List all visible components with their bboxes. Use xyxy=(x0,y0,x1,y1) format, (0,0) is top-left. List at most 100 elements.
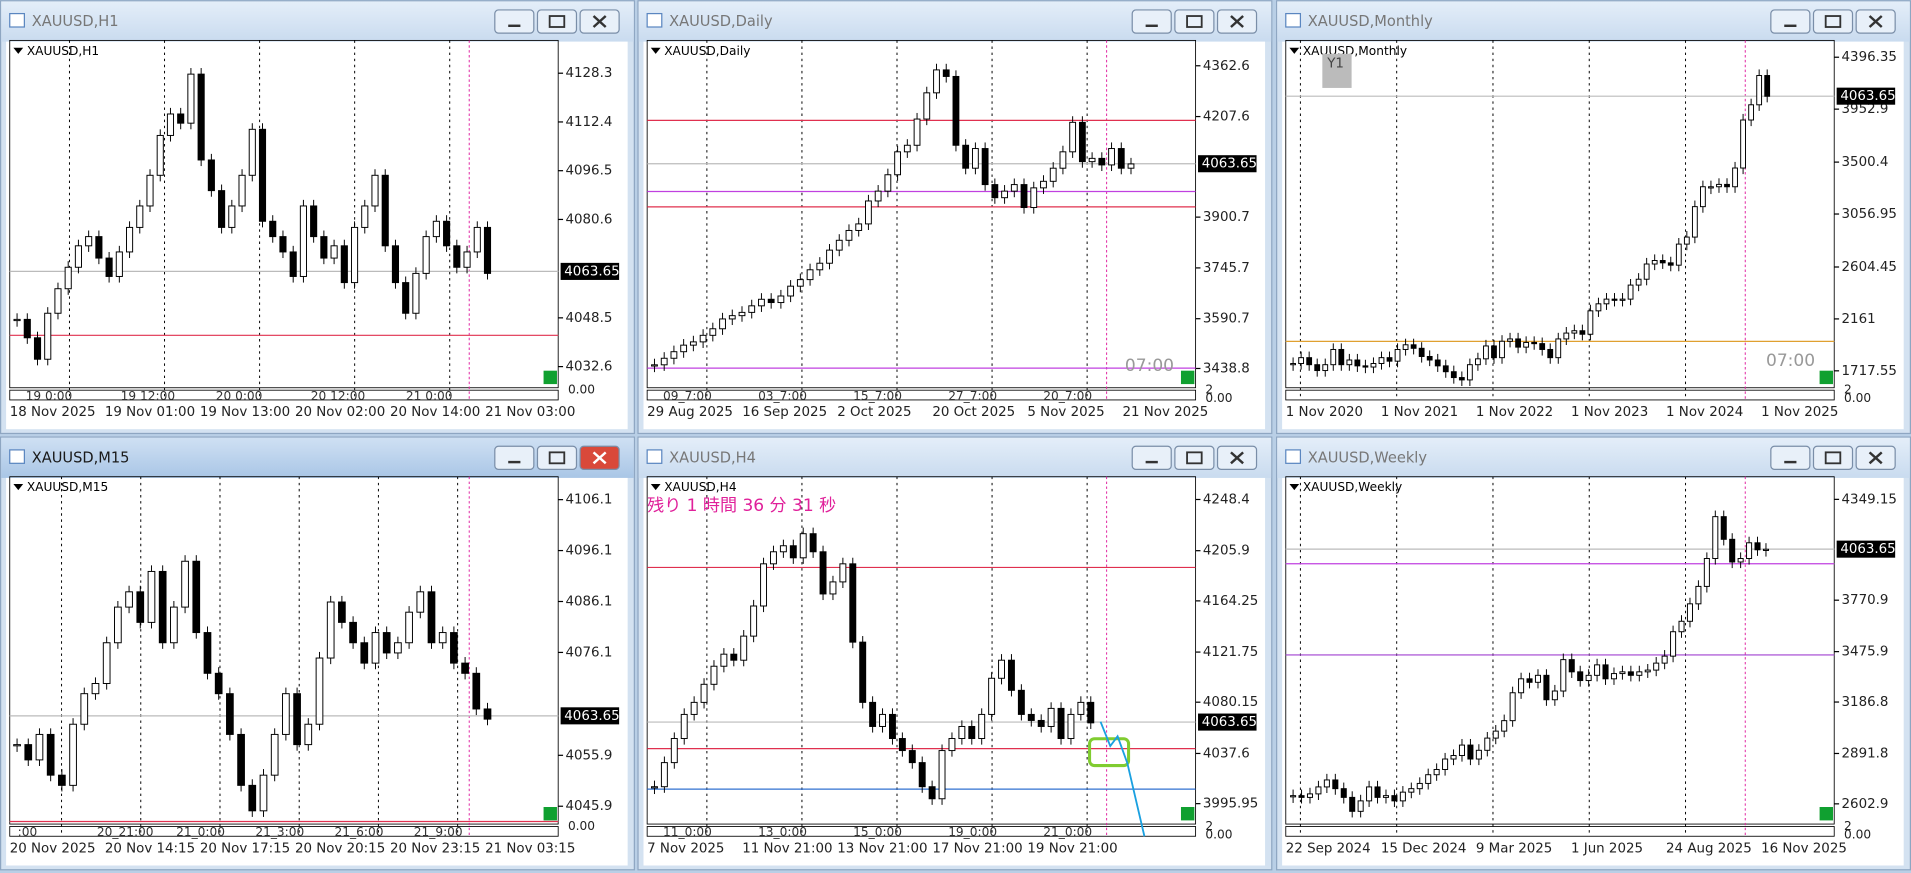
window-button[interactable] xyxy=(494,445,535,471)
candle xyxy=(1610,673,1617,680)
candle xyxy=(207,159,215,192)
candle xyxy=(1049,167,1057,182)
period-label: 19_0:00 xyxy=(948,825,997,839)
candle xyxy=(1426,356,1433,361)
y-tick-label: 4207.6 xyxy=(1203,110,1250,125)
y-tick-label: 4096.5 xyxy=(566,164,613,179)
candle xyxy=(968,725,976,740)
candle xyxy=(1020,184,1028,209)
close-icon xyxy=(592,15,607,28)
candle xyxy=(859,641,867,703)
candle xyxy=(799,533,807,559)
candle xyxy=(58,774,66,786)
period-label: 21_6:00 xyxy=(335,825,384,839)
price-tag xyxy=(1198,713,1257,731)
close-icon xyxy=(1230,451,1244,465)
candle xyxy=(422,236,430,274)
window-button[interactable] xyxy=(1131,9,1172,34)
candle xyxy=(1346,359,1353,366)
candle xyxy=(1683,236,1690,245)
y-tick-label: 4086.1 xyxy=(566,594,613,609)
window-button[interactable] xyxy=(1174,9,1215,34)
window-icon xyxy=(9,12,25,28)
candle xyxy=(238,174,246,207)
candle xyxy=(1491,345,1497,359)
period-label: 09_7:00 xyxy=(663,389,712,403)
window-button[interactable] xyxy=(494,9,535,34)
candle xyxy=(136,591,145,623)
candle xyxy=(381,174,389,247)
candle xyxy=(1627,671,1634,676)
candle xyxy=(670,351,678,359)
status-indicator xyxy=(1819,807,1833,821)
window-button[interactable] xyxy=(1174,445,1215,471)
period-label: 21_9:00 xyxy=(414,825,463,839)
window-icon xyxy=(646,12,663,28)
candle xyxy=(248,128,256,176)
candle xyxy=(54,288,62,314)
candle xyxy=(874,190,882,202)
candle xyxy=(115,251,123,277)
window-button[interactable] xyxy=(1770,445,1811,471)
y-tick-label: 3475.9 xyxy=(1842,645,1889,660)
candle xyxy=(259,774,268,812)
candle xyxy=(1078,121,1086,163)
window-button[interactable] xyxy=(536,9,578,34)
candle xyxy=(928,786,936,800)
candle xyxy=(95,236,103,259)
candle xyxy=(1534,674,1541,683)
window-button[interactable] xyxy=(1812,9,1854,34)
y-tick-label: 2604.45 xyxy=(1842,260,1897,275)
candle xyxy=(1394,348,1401,362)
period-label: :00 xyxy=(18,825,38,839)
candle xyxy=(865,200,872,225)
y-tick-label: 3590.7 xyxy=(1203,312,1250,327)
candle xyxy=(177,113,185,124)
candle xyxy=(463,251,471,268)
period-label: 20_7:00 xyxy=(1043,389,1092,403)
candle xyxy=(680,344,688,353)
candle xyxy=(1386,357,1393,362)
candle xyxy=(1290,363,1296,366)
candle xyxy=(472,672,481,710)
maximize-icon xyxy=(1186,15,1203,28)
candle xyxy=(13,318,21,322)
window-button[interactable] xyxy=(1131,445,1172,471)
time-label: 1 Nov 2023 xyxy=(1571,405,1648,420)
window-icon xyxy=(1285,449,1302,464)
candle xyxy=(1659,260,1666,264)
candle xyxy=(651,364,658,367)
candle xyxy=(248,784,257,812)
candle xyxy=(74,245,82,268)
price-tag xyxy=(560,707,620,725)
candle xyxy=(903,144,911,153)
window-button[interactable] xyxy=(1770,9,1811,34)
price-tag xyxy=(1836,540,1896,558)
window-button[interactable] xyxy=(1812,445,1854,471)
candle xyxy=(933,69,940,94)
candle xyxy=(1378,357,1385,365)
period-label: 20 0:00 xyxy=(216,389,263,403)
candle xyxy=(1499,340,1505,359)
candle xyxy=(105,257,113,277)
time-label: 20 Nov 14:15 xyxy=(105,841,195,856)
y-tick-label: 2161 xyxy=(1842,312,1876,327)
window-title: XAUUSD,Weekly xyxy=(1308,449,1428,466)
close-icon xyxy=(592,451,607,465)
candle xyxy=(461,662,469,674)
window-button[interactable] xyxy=(536,445,578,471)
candle xyxy=(730,653,738,661)
y-tick-label: 4076.1 xyxy=(566,645,613,660)
y-tick-label: 3500.4 xyxy=(1842,155,1889,170)
candle xyxy=(270,733,279,776)
y-tick-label: 4121.75 xyxy=(1203,645,1258,660)
candle xyxy=(809,533,817,553)
candle xyxy=(829,581,837,595)
candle xyxy=(1547,348,1554,359)
y-tick-label: 4045.9 xyxy=(566,799,613,814)
candle xyxy=(1762,548,1769,551)
price-tag-label: 4063.65 xyxy=(564,264,619,279)
price-tag xyxy=(1198,155,1257,173)
time-label: 1 Nov 2022 xyxy=(1476,405,1553,420)
